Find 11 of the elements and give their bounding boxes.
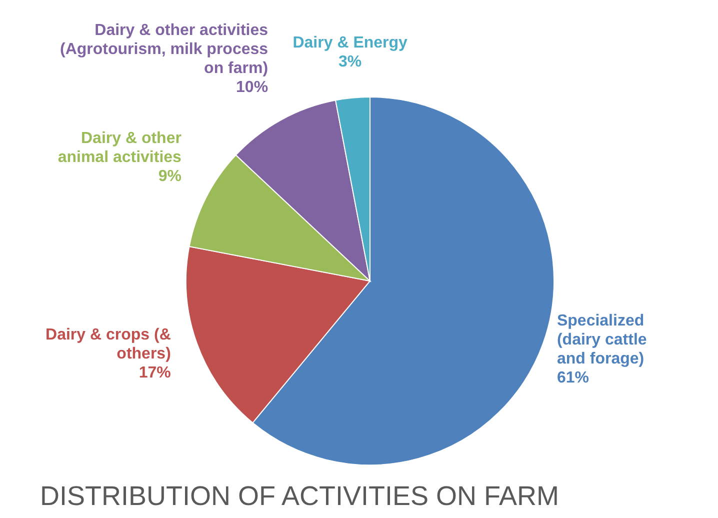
data-label: 61% bbox=[556, 370, 590, 387]
text: DISTRIBUTION OF ACTIVITIES ON FARM bbox=[40, 481, 560, 511]
slice-label: Specialized (dairy cattle and forage) bbox=[556, 312, 647, 368]
data-label: 17% bbox=[138, 364, 171, 382]
slice-label: Dairy & crops (& others) bbox=[46, 326, 172, 362]
slice-label: Dairy & other activities (Agrotourism, milk process on farm) bbox=[60, 22, 268, 77]
slice-label: Dairy & Energy bbox=[292, 34, 408, 52]
data-label: 10% bbox=[236, 78, 268, 96]
slice-label: Dairy & other animal activities bbox=[58, 130, 182, 166]
data-label: 9% bbox=[158, 168, 182, 186]
data-label: 3% bbox=[338, 54, 362, 71]
